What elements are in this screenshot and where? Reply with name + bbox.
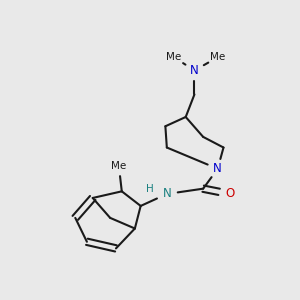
Text: H: H [146,184,154,194]
Text: Me: Me [210,52,225,62]
Text: Me: Me [167,52,182,62]
Text: Me: Me [111,161,127,171]
Text: O: O [225,188,235,200]
Text: N: N [190,64,199,77]
Text: N: N [213,162,222,175]
Text: N: N [163,188,171,200]
